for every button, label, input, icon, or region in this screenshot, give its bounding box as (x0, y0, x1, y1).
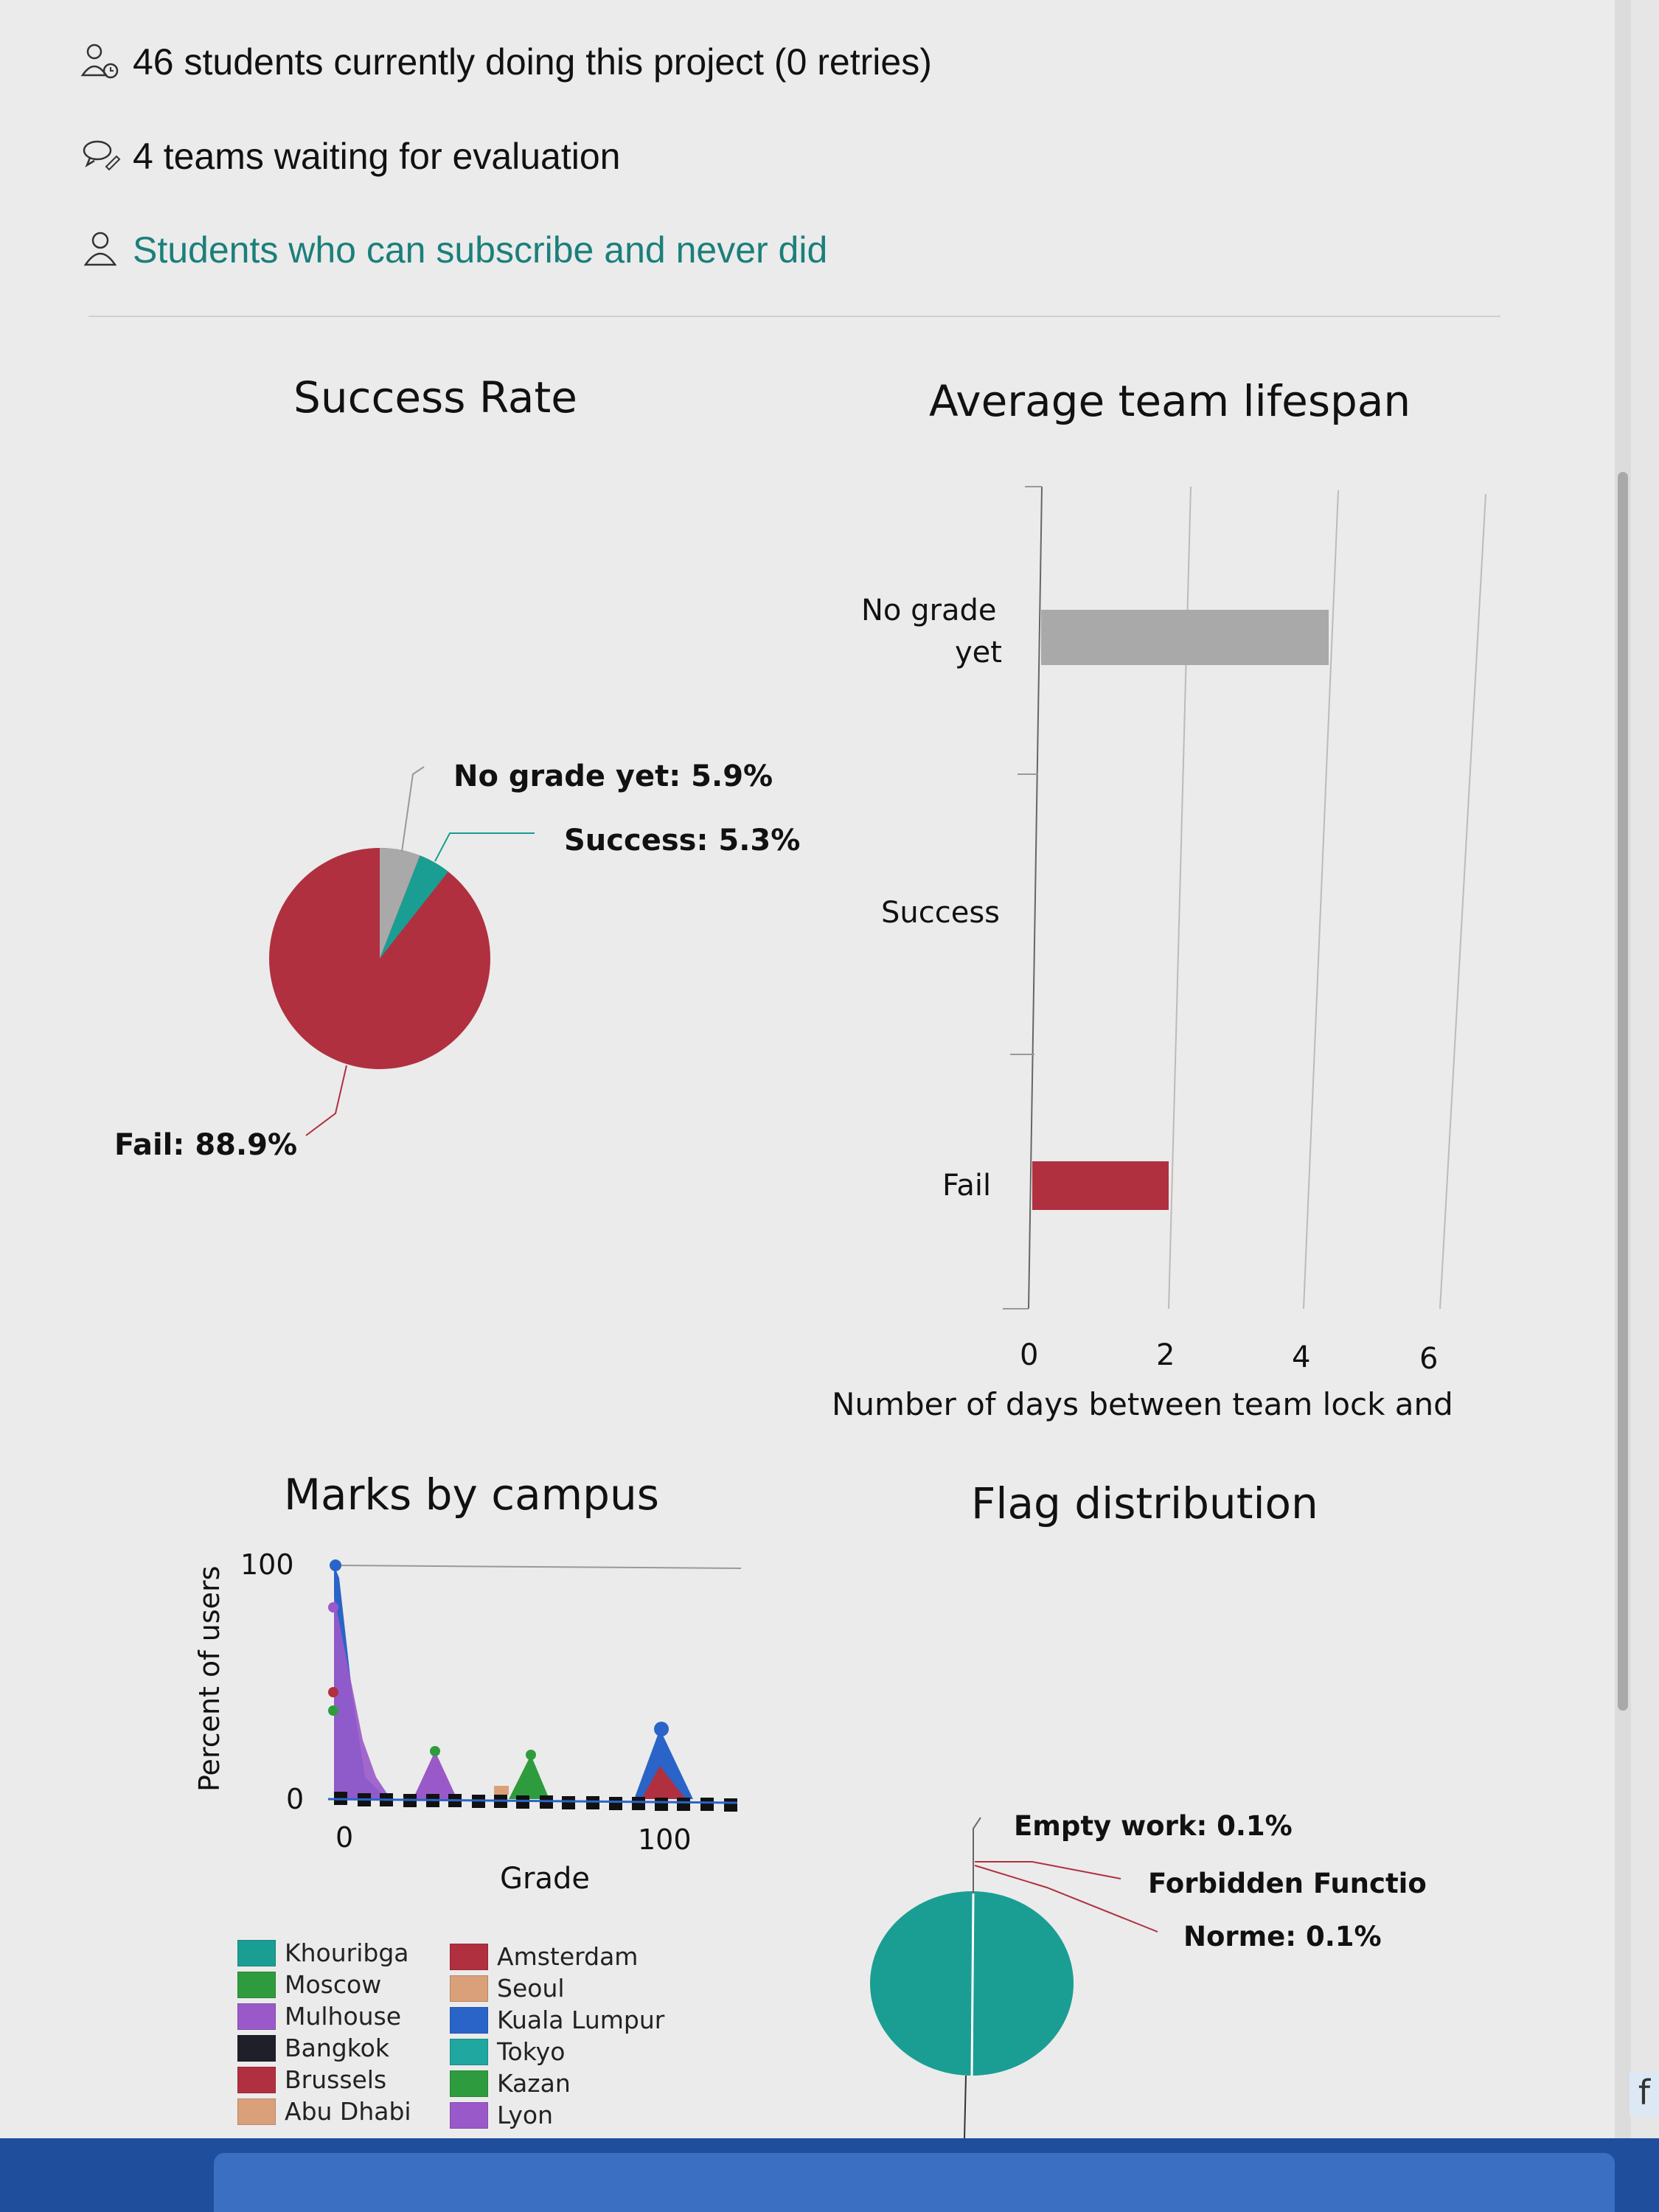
marks-baseline (327, 1798, 738, 1804)
pie-label-fail: Fail: 88.9% (114, 1128, 298, 1162)
flags-chart (870, 1817, 1158, 2138)
scrollbar-thumb[interactable] (1618, 472, 1628, 1711)
connector-bottom (964, 2075, 967, 2138)
gridline-4 (1303, 490, 1339, 1310)
marks-xlabel: Grade (500, 1862, 590, 1896)
pie-label-success: Success: 5.3% (564, 824, 801, 858)
students-count-row: 46 students currently doing this project… (80, 41, 932, 83)
point-kuala-top[interactable] (330, 1559, 341, 1571)
subscribe-link[interactable]: Students who can subscribe and never did (80, 229, 827, 271)
marks-chart (327, 1559, 742, 1812)
point-kuala-peak[interactable] (654, 1722, 669, 1736)
success-rate-chart (269, 766, 535, 1136)
connector-no-grade (401, 766, 425, 852)
marks-legend-col2: Amsterdam Seoul Kuala Lumpur Tokyo Kazan… (450, 1941, 664, 2131)
chat-pencil-icon (83, 140, 121, 171)
user-icon (83, 232, 117, 266)
bar-fail[interactable] (1032, 1161, 1169, 1210)
tick-label-6: 6 (1419, 1342, 1439, 1376)
legend-kazan[interactable]: Kazan (450, 2067, 664, 2099)
marks-ytick-100: 100 (240, 1548, 294, 1581)
legend-seoul[interactable]: Seoul (450, 1972, 664, 2004)
legend-tokyo[interactable]: Tokyo (450, 2036, 664, 2067)
taskbar-tray[interactable] (214, 2153, 1615, 2212)
success-rate-pie (269, 848, 490, 1069)
area-brussels-peak[interactable] (641, 1766, 686, 1799)
legend-abu-dhabi[interactable]: Abu Dhabi (237, 2096, 411, 2127)
subscribe-link-text[interactable]: Students who can subscribe and never did (133, 229, 828, 271)
flag-label-norme: Norme: 0.1% (1183, 1921, 1382, 1952)
cat-no-grade-line1: No grade (861, 594, 997, 627)
success-rate-title: Success Rate (293, 372, 577, 422)
flag-label-forbidden: Forbidden Functio (1148, 1868, 1427, 1899)
legend-khouribga[interactable]: Khouribga (237, 1937, 411, 1969)
area-abu-dhabi[interactable] (494, 1786, 509, 1795)
legend-brussels[interactable]: Brussels (237, 2064, 411, 2096)
lifespan-xlabel: Number of days between team lock and (832, 1386, 1453, 1422)
marks-xtick-0: 0 (335, 1821, 354, 1854)
marks-xtick-100: 100 (638, 1823, 692, 1856)
students-count-text: 46 students currently doing this project… (133, 41, 932, 83)
legend-mulhouse[interactable]: Mulhouse (237, 2000, 411, 2032)
marks-ytick-0: 0 (286, 1783, 305, 1815)
area-kazan-peak[interactable] (509, 1755, 549, 1799)
area-mulhouse-peak[interactable] (413, 1751, 457, 1799)
point-moscow-peak[interactable] (430, 1746, 440, 1756)
marks-title: Marks by campus (284, 1470, 659, 1520)
section-divider (88, 316, 1500, 317)
flags-slice-separator (970, 1893, 975, 2076)
point-brussels[interactable] (328, 1687, 338, 1697)
legend-kuala-lumpur[interactable]: Kuala Lumpur (450, 2004, 664, 2036)
pie-slice-success[interactable] (380, 855, 448, 959)
gridline-6 (1439, 493, 1486, 1310)
area-kuala-peak[interactable] (634, 1729, 693, 1799)
project-page: 46 students currently doing this project… (80, 41, 1628, 2138)
legend-bangkok[interactable]: Bangkok (237, 2032, 411, 2064)
tick-label-0: 0 (1020, 1338, 1039, 1372)
pie-label-no-grade: No grade yet: 5.9% (453, 759, 773, 793)
connector-norme (974, 1865, 1158, 1933)
legend-lyon[interactable]: Lyon (450, 2099, 664, 2131)
lifespan-axis (1028, 486, 1043, 1310)
point-mulhouse-top[interactable] (328, 1602, 338, 1613)
connector-success (434, 832, 535, 862)
area-mulhouse[interactable] (334, 1596, 391, 1799)
tick-label-4: 4 (1292, 1340, 1311, 1374)
side-panel-icon[interactable]: f (1630, 2072, 1659, 2116)
pie-slice-no-grade[interactable] (380, 848, 420, 959)
point-moscow[interactable] (328, 1705, 338, 1716)
cat-success: Success (881, 896, 1001, 930)
flags-title: Flag distribution (971, 1478, 1318, 1528)
legend-moscow[interactable]: Moscow (237, 1969, 411, 2000)
marks-top-gridline (333, 1565, 742, 1569)
teams-waiting-row: 4 teams waiting for evaluation (80, 135, 620, 178)
taskbar (0, 2138, 1659, 2212)
lifespan-chart (1003, 486, 1486, 1310)
bar-no-grade[interactable] (1041, 610, 1329, 665)
connector-forbidden (975, 1861, 1121, 1879)
teams-waiting-text: 4 teams waiting for evaluation (133, 136, 621, 177)
point-kazan-peak[interactable] (526, 1750, 536, 1760)
cat-fail: Fail (942, 1169, 992, 1203)
cat-no-grade-line2: yet (955, 636, 1002, 669)
lifespan-title: Average team lifespan (929, 376, 1411, 426)
connector-empty (973, 1817, 981, 1893)
marks-legend-col1: Khouribga Moscow Mulhouse Bangkok Brusse… (237, 1937, 411, 2127)
legend-amsterdam[interactable]: Amsterdam (450, 1941, 664, 1972)
user-clock-icon (80, 44, 119, 79)
flag-label-empty: Empty work: 0.1% (1014, 1810, 1293, 1842)
connector-fail (305, 1065, 347, 1136)
tick-label-2: 2 (1156, 1338, 1175, 1372)
